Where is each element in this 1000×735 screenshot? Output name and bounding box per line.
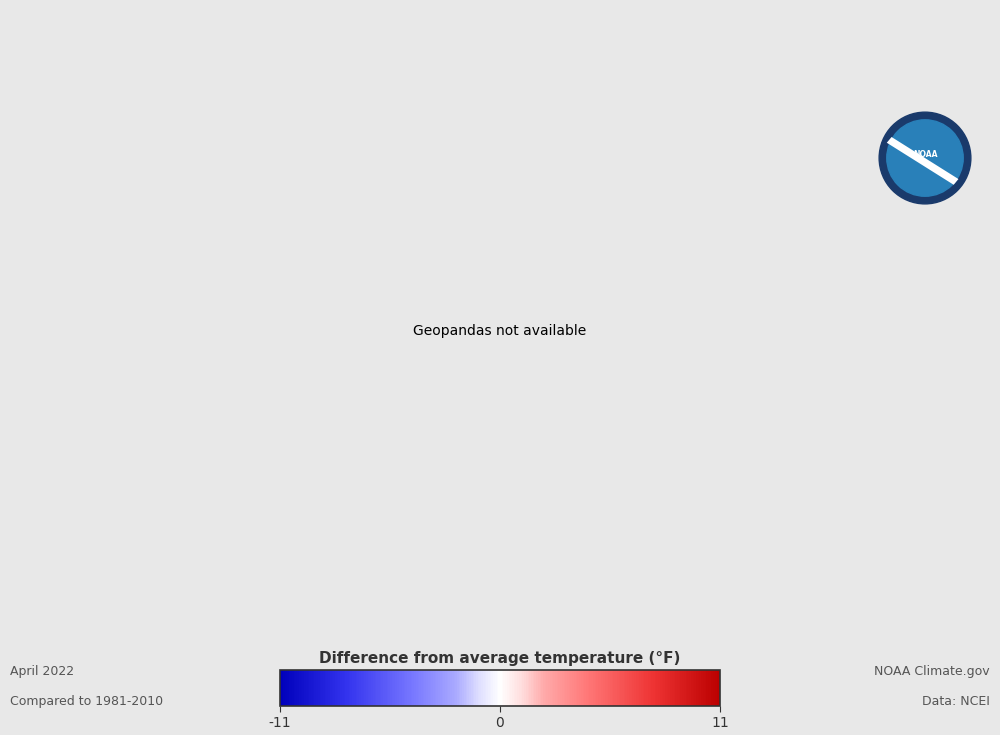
- Title: Difference from average temperature (°F): Difference from average temperature (°F): [319, 651, 681, 667]
- Text: April 2022: April 2022: [10, 665, 74, 678]
- Text: NOAA Climate.gov: NOAA Climate.gov: [874, 665, 990, 678]
- Circle shape: [887, 120, 963, 196]
- Text: NOAA: NOAA: [913, 150, 937, 159]
- Circle shape: [879, 112, 971, 204]
- Text: Geopandas not available: Geopandas not available: [413, 323, 587, 338]
- Text: Compared to 1981-2010: Compared to 1981-2010: [10, 695, 163, 708]
- Polygon shape: [887, 137, 958, 184]
- Text: Data: NCEI: Data: NCEI: [922, 695, 990, 708]
